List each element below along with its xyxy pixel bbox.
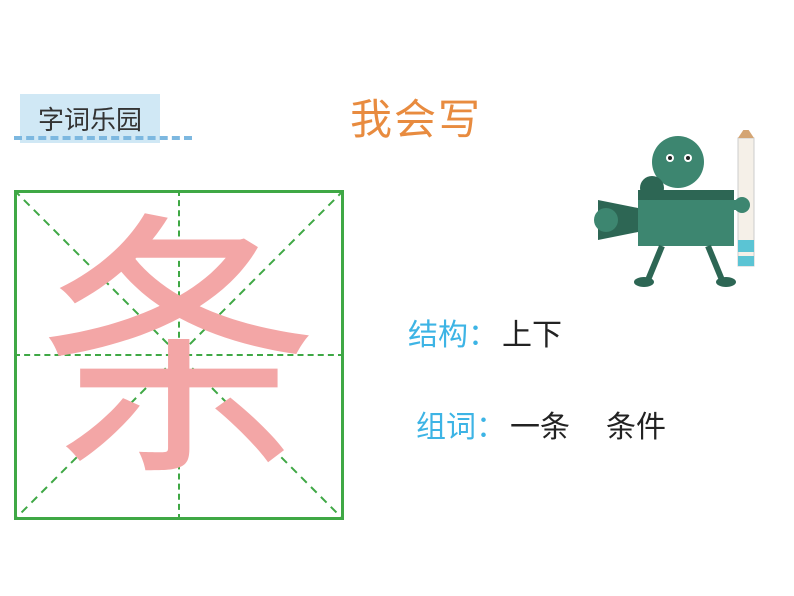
word-2: 条件: [606, 411, 666, 444]
section-tag-text: 字词乐园: [38, 106, 142, 135]
words-row: 组词：一条 条件: [416, 402, 666, 446]
camera-character-icon: [590, 130, 770, 290]
structure-value: 上下: [502, 319, 562, 352]
character-grid: 条: [14, 190, 344, 520]
grid-border: [14, 190, 344, 520]
structure-label: 结构：: [408, 319, 498, 352]
words-label: 组词：: [416, 411, 506, 444]
word-1: 一条: [510, 411, 570, 444]
structure-row: 结构：上下: [408, 310, 562, 354]
page-title: 我会写: [350, 86, 482, 147]
section-underline: [14, 136, 192, 140]
